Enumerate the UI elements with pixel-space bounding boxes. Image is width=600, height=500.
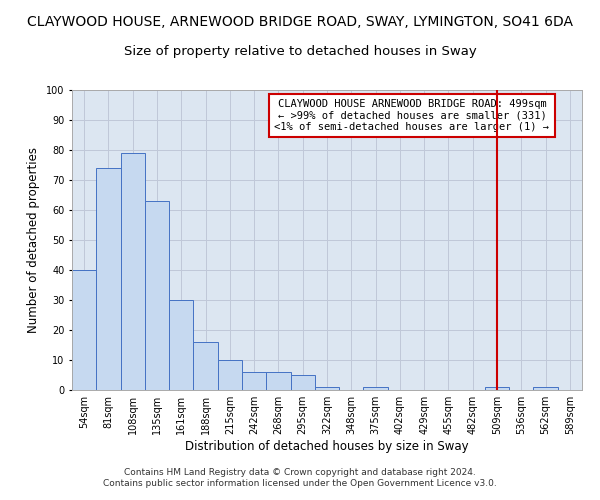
Y-axis label: Number of detached properties: Number of detached properties — [28, 147, 40, 333]
Text: CLAYWOOD HOUSE ARNEWOOD BRIDGE ROAD: 499sqm
← >99% of detached houses are smalle: CLAYWOOD HOUSE ARNEWOOD BRIDGE ROAD: 499… — [275, 99, 550, 132]
Bar — [193, 342, 218, 390]
Bar — [72, 270, 96, 390]
Bar — [266, 372, 290, 390]
Bar — [145, 201, 169, 390]
Bar — [169, 300, 193, 390]
X-axis label: Distribution of detached houses by size in Sway: Distribution of detached houses by size … — [185, 440, 469, 453]
Bar — [533, 387, 558, 390]
Bar — [242, 372, 266, 390]
Bar — [315, 387, 339, 390]
Bar — [364, 387, 388, 390]
Text: CLAYWOOD HOUSE, ARNEWOOD BRIDGE ROAD, SWAY, LYMINGTON, SO41 6DA: CLAYWOOD HOUSE, ARNEWOOD BRIDGE ROAD, SW… — [27, 15, 573, 29]
Bar — [121, 153, 145, 390]
Bar — [485, 387, 509, 390]
Text: Contains HM Land Registry data © Crown copyright and database right 2024.
Contai: Contains HM Land Registry data © Crown c… — [103, 468, 497, 487]
Text: Size of property relative to detached houses in Sway: Size of property relative to detached ho… — [124, 45, 476, 58]
Bar — [218, 360, 242, 390]
Bar — [290, 375, 315, 390]
Bar — [96, 168, 121, 390]
